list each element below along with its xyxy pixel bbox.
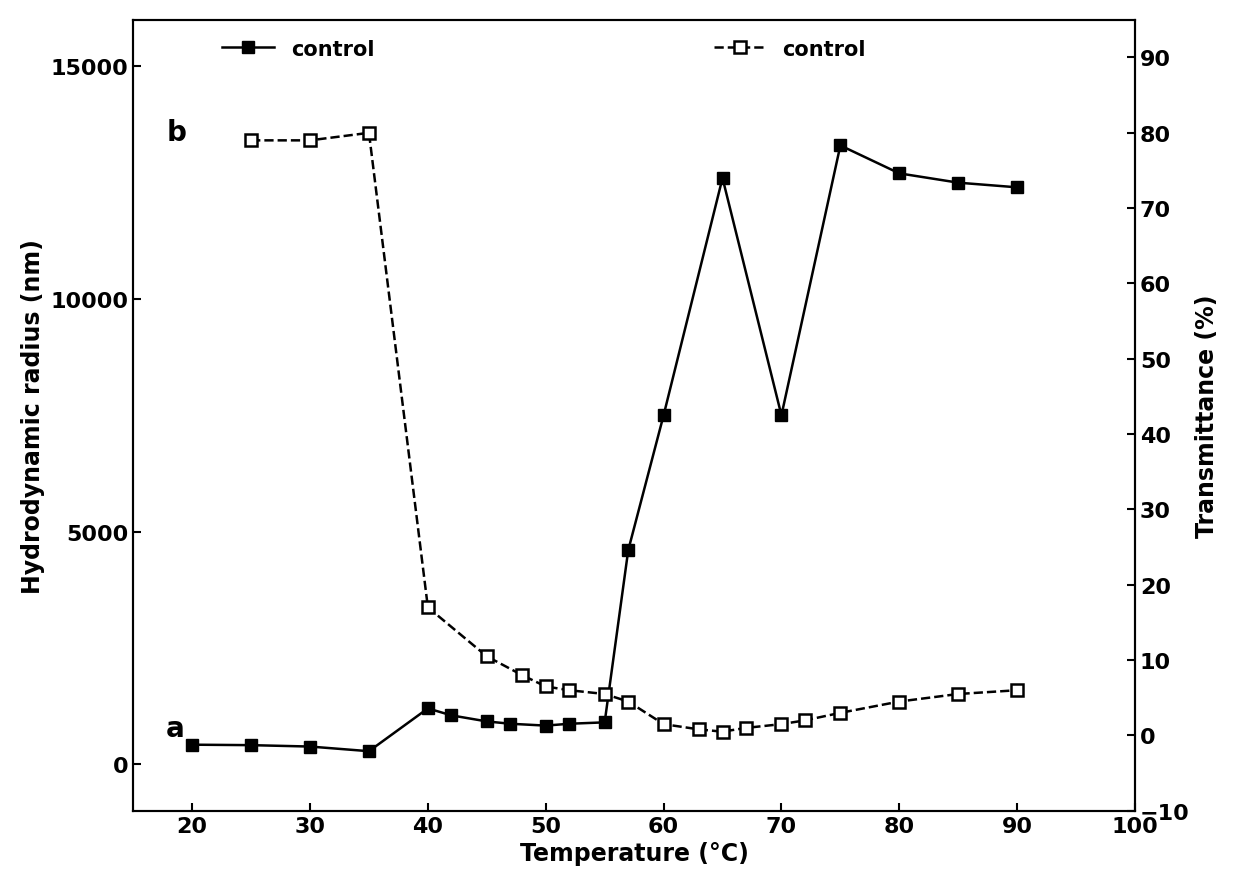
control <box>562 685 577 696</box>
control <box>739 723 754 734</box>
control <box>480 716 495 727</box>
control <box>185 740 200 750</box>
control <box>480 651 495 662</box>
control <box>951 689 966 700</box>
control <box>774 410 789 421</box>
control <box>515 670 529 680</box>
Y-axis label: Hydrodynamic radius (nm): Hydrodynamic radius (nm) <box>21 238 45 593</box>
control <box>244 136 259 146</box>
control <box>562 719 577 729</box>
control <box>538 681 553 692</box>
control <box>715 727 730 737</box>
control <box>420 602 435 613</box>
control <box>621 696 636 707</box>
Legend: control: control <box>213 31 383 68</box>
control <box>951 178 966 189</box>
Legend: control: control <box>706 31 874 68</box>
control <box>892 696 906 707</box>
X-axis label: Temperature (°C): Temperature (°C) <box>520 841 749 866</box>
control <box>598 689 613 700</box>
control <box>420 703 435 714</box>
control <box>692 724 707 734</box>
control <box>833 141 848 152</box>
control <box>892 169 906 180</box>
Line: control: control <box>186 140 1023 758</box>
control <box>833 708 848 719</box>
control <box>362 746 377 757</box>
control <box>774 719 789 730</box>
control <box>797 715 812 726</box>
Line: control: control <box>244 128 1023 738</box>
control <box>598 718 613 728</box>
control <box>244 740 259 750</box>
control <box>656 719 671 730</box>
control <box>444 711 459 721</box>
control <box>656 410 671 421</box>
Y-axis label: Transmittance (%): Transmittance (%) <box>1195 294 1219 538</box>
control <box>538 720 553 731</box>
control <box>621 545 636 556</box>
Text: b: b <box>166 120 186 147</box>
control <box>303 742 317 752</box>
Text: a: a <box>166 714 185 742</box>
control <box>362 128 377 139</box>
control <box>1009 685 1024 696</box>
control <box>1009 183 1024 193</box>
control <box>303 136 317 146</box>
control <box>503 719 518 729</box>
control <box>715 174 730 184</box>
